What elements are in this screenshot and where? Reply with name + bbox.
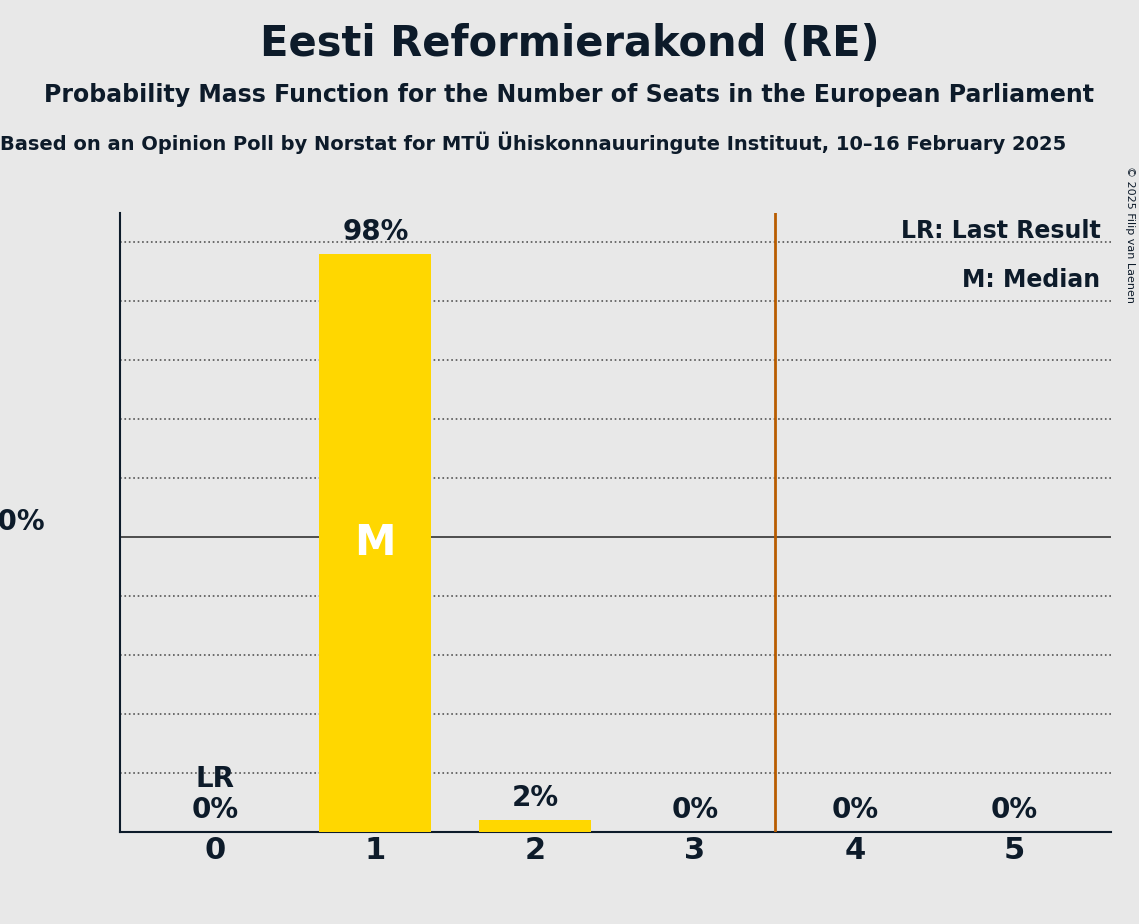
Text: 0%: 0% (831, 796, 878, 824)
Text: 0%: 0% (192, 796, 239, 824)
Text: LR: Last Result: LR: Last Result (901, 219, 1100, 243)
Text: M: Median: M: Median (962, 268, 1100, 292)
Text: Based on an Opinion Poll by Norstat for MTÜ Ühiskonnauuringute Instituut, 10–16 : Based on an Opinion Poll by Norstat for … (0, 131, 1066, 153)
Text: 0%: 0% (991, 796, 1038, 824)
Text: Probability Mass Function for the Number of Seats in the European Parliament: Probability Mass Function for the Number… (44, 83, 1095, 107)
Text: LR: LR (196, 764, 235, 793)
Text: 0%: 0% (671, 796, 719, 824)
Text: 2%: 2% (511, 784, 559, 812)
Text: © 2025 Filip van Laenen: © 2025 Filip van Laenen (1125, 166, 1134, 303)
Text: Eesti Reformierakond (RE): Eesti Reformierakond (RE) (260, 23, 879, 65)
Text: M: M (354, 522, 396, 564)
Text: 98%: 98% (342, 218, 409, 246)
Bar (319, 254, 432, 832)
Bar (480, 820, 591, 832)
Text: 50%: 50% (0, 508, 46, 536)
